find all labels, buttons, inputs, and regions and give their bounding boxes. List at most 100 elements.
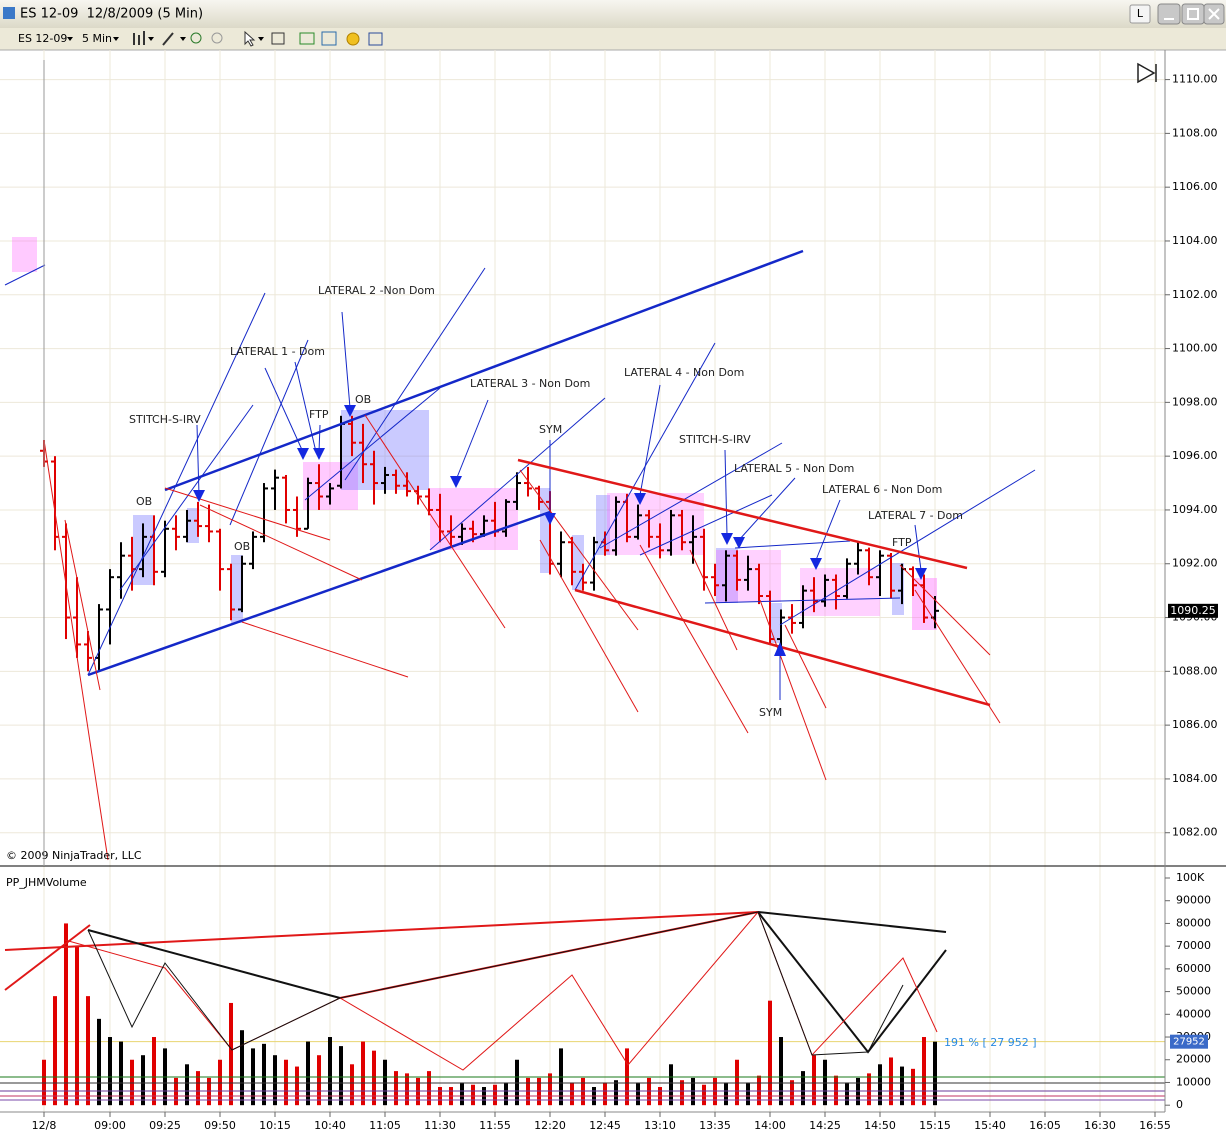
- volume-bar: [361, 1041, 365, 1106]
- trend-line: [87, 929, 341, 999]
- trend-line: [724, 449, 728, 536]
- title-bar: ES 12-09 12/8/2009 (5 Min) L: [0, 0, 1226, 28]
- volume-bar: [130, 1059, 134, 1106]
- toolbar-icons[interactable]: [133, 30, 383, 47]
- volume-bar: [922, 1037, 926, 1106]
- app-icon: [3, 7, 15, 19]
- trend-line: [294, 361, 317, 453]
- trend-line: [64, 911, 938, 1071]
- annotation: LATERAL 7 - Dom: [868, 509, 963, 522]
- volume-bar: [394, 1071, 398, 1106]
- x-tick-label: 15:40: [974, 1119, 1006, 1132]
- x-tick-label: 16:05: [1029, 1119, 1061, 1132]
- volume-bar: [680, 1080, 684, 1106]
- window-title: ES 12-09 12/8/2009 (5 Min): [20, 7, 203, 22]
- y-tick-label: 1108.00: [1172, 126, 1218, 139]
- trend-line: [914, 589, 1001, 724]
- volume-bar: [328, 1037, 332, 1106]
- x-tick-label: 14:25: [809, 1119, 841, 1132]
- toolbar: ES 12-09 5 Min: [0, 28, 1226, 51]
- y-tick-label: 1104.00: [1172, 234, 1218, 247]
- maximize-button[interactable]: [1181, 3, 1205, 25]
- trend-line: [164, 487, 331, 541]
- volume-bar: [284, 1059, 288, 1106]
- volume-bar: [64, 923, 68, 1106]
- y-tick-label: 1100.00: [1172, 342, 1218, 355]
- volume-bar: [548, 1073, 552, 1106]
- last-volume-box: [1170, 1034, 1208, 1049]
- trend-line: [241, 621, 409, 678]
- trend-line: [4, 911, 947, 1054]
- x-tick-label: 09:00: [94, 1119, 126, 1132]
- y-tick-label: 70000: [1176, 939, 1211, 952]
- trend-line: [164, 249, 804, 492]
- trend-line: [4, 924, 91, 991]
- y-tick-label: 1102.00: [1172, 288, 1218, 301]
- trend-line: [344, 405, 356, 417]
- trend-line: [774, 642, 786, 656]
- volume-bar: [339, 1046, 343, 1106]
- y-tick-label: 40000: [1176, 1007, 1211, 1020]
- x-tick-label: 12/8: [32, 1119, 57, 1132]
- trend-line: [193, 405, 927, 656]
- volume-bar: [724, 1082, 728, 1106]
- volume-bar: [691, 1077, 695, 1106]
- y-tick-label: 0: [1176, 1098, 1183, 1111]
- volume-bar: [713, 1077, 717, 1106]
- trend-line: [915, 568, 927, 580]
- volume-bar: [306, 1041, 310, 1106]
- trend-line: [87, 510, 551, 677]
- volume-bar: [350, 1064, 354, 1106]
- copyright: © 2009 NinjaTrader, LLC: [6, 849, 142, 862]
- y-tick-label: 20000: [1176, 1053, 1211, 1066]
- l-button[interactable]: [1129, 4, 1151, 24]
- x-tick-label: 12:45: [589, 1119, 621, 1132]
- trend-line: [4, 911, 759, 951]
- volume-bar: [702, 1084, 706, 1106]
- interval-select[interactable]: 5 Min: [82, 32, 112, 45]
- volume-bar: [856, 1077, 860, 1106]
- pattern-box: [540, 488, 550, 573]
- trend-line: [429, 397, 606, 551]
- trend-line: [519, 469, 639, 631]
- annotation: OB: [136, 495, 152, 508]
- volume-bar: [515, 1059, 519, 1106]
- x-tick-label: 09:25: [149, 1119, 181, 1132]
- trend-line: [733, 537, 745, 549]
- volume-bar: [185, 1064, 189, 1106]
- l-button-label[interactable]: L: [1137, 7, 1144, 20]
- x-tick-label: 15:15: [919, 1119, 951, 1132]
- volume-bar: [757, 1075, 761, 1106]
- trend-line: [574, 588, 991, 707]
- trend-line: [539, 539, 639, 713]
- pattern-box: [607, 493, 704, 555]
- volume-bar: [834, 1075, 838, 1106]
- volume-bar: [141, 1055, 145, 1106]
- y-tick-label: 10000: [1176, 1075, 1211, 1088]
- dropdown-arrows: [67, 37, 264, 41]
- y-tick-label: 60000: [1176, 962, 1211, 975]
- y-tick-label: 1082.00: [1172, 826, 1218, 839]
- y-tick-label: 1092.00: [1172, 557, 1218, 570]
- trend-line: [599, 442, 783, 549]
- annotations: STITCH-S-IRV OB OB LATERAL 1 - Dom FTP L…: [6, 284, 1037, 1049]
- minimize-button[interactable]: [1157, 3, 1181, 25]
- y-tick-label: 1086.00: [1172, 718, 1218, 731]
- volume-bar: [229, 1002, 233, 1106]
- instrument-select[interactable]: ES 12-09: [18, 32, 67, 45]
- x-tick-label: 14:00: [754, 1119, 786, 1132]
- annotation: OB: [355, 393, 371, 406]
- annotation: LATERAL 6 - Non Dom: [822, 483, 942, 496]
- volume-bar: [86, 996, 90, 1106]
- trend-line: [304, 387, 441, 501]
- annotation: LATERAL 4 - Non Dom: [624, 366, 744, 379]
- trend-line: [634, 493, 646, 505]
- volume-bar: [427, 1071, 431, 1106]
- pattern-box: [770, 603, 782, 643]
- x-tick-label: 09:50: [204, 1119, 236, 1132]
- trend-line: [757, 911, 947, 1054]
- trend-line: [450, 476, 462, 488]
- volume-bar: [416, 1077, 420, 1106]
- annotation: FTP: [309, 408, 329, 421]
